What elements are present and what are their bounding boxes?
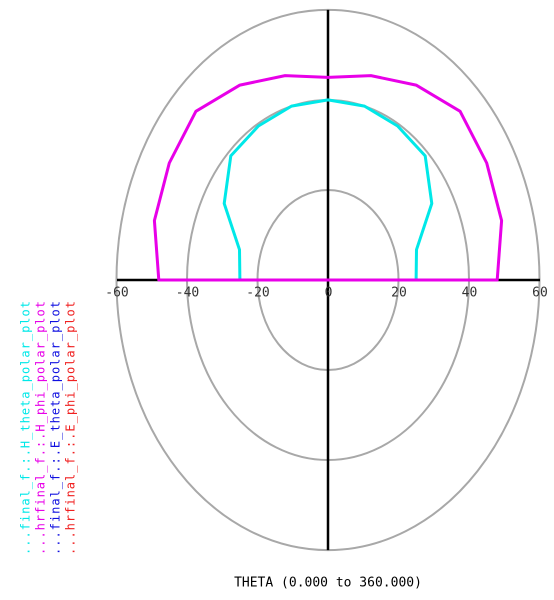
- legend-entry: ...hrfinal_f.:.E_phi_polar_plot: [64, 300, 78, 555]
- legend-entry: ...hrfinal_f.:.H_phi_polar_plot: [34, 300, 48, 555]
- x-tick-label: -40: [176, 286, 199, 301]
- x-tick-label: 20: [391, 286, 407, 301]
- x-tick-label: 40: [462, 286, 478, 301]
- x-tick-label: -20: [246, 286, 269, 301]
- polar-line: [152, 74, 504, 282]
- x-axis-label: THETA (0.000 to 360.000): [234, 576, 422, 591]
- legend-entry: ...final_f.:.H_theta_polar_plot: [19, 300, 33, 555]
- polar-line: [222, 98, 434, 282]
- legend-entry: ...final_f.:.E_theta_polar_plot: [49, 300, 63, 555]
- x-tick-label: 0: [325, 286, 333, 301]
- x-tick-label: -60: [105, 286, 128, 301]
- x-tick-label: 60: [532, 286, 548, 301]
